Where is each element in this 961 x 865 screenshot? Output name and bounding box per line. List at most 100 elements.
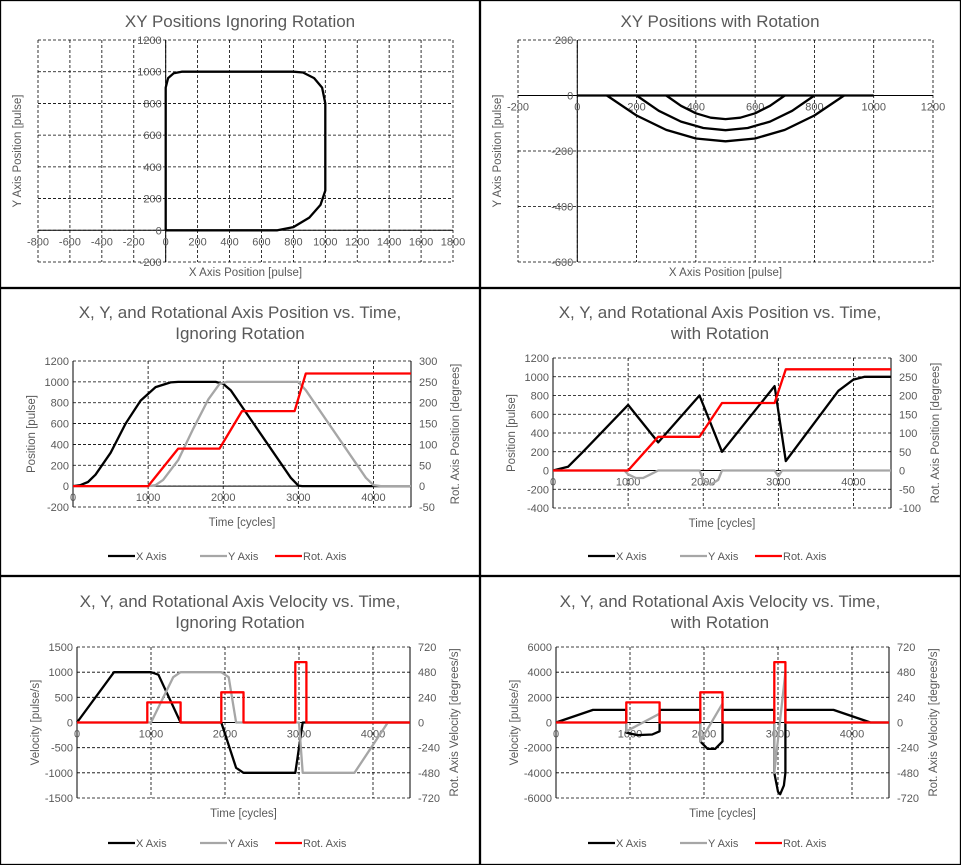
y-tick-label: 1000	[49, 667, 73, 679]
y-tick-label: 1200	[45, 356, 69, 368]
y-tick-label: 0	[567, 91, 573, 103]
y-tick-label: -4000	[524, 768, 552, 780]
x-tick-label: 1000	[861, 102, 885, 114]
y-tick-label: 600	[51, 419, 69, 431]
series-line-rot-axis	[73, 372, 411, 488]
legend-label: Y Axis	[708, 551, 739, 563]
y-tick-label: 800	[51, 398, 69, 410]
series-line-rot-axis	[77, 660, 410, 724]
y-tick-label: 0	[546, 718, 552, 730]
y2-tick-label: 150	[899, 409, 917, 421]
y2-tick-label: 250	[419, 377, 437, 389]
y2-tick-label: 0	[899, 466, 905, 478]
series-line-x-axis	[552, 375, 891, 472]
x-tick-label: 4000	[361, 492, 385, 504]
x-axis-label: Time [cycles]	[689, 518, 756, 530]
chart-title: X, Y, and Rotational Axis Position vs. T…	[79, 303, 402, 322]
series-line-path-1	[164, 70, 327, 232]
y-tick-label: 1500	[49, 642, 73, 654]
x-axis-label: Time [cycles]	[209, 517, 276, 529]
legend-label: X Axis	[616, 551, 647, 563]
y2-tick-label: 200	[899, 391, 917, 403]
y2-axis-label: Rot. Axis Position [degrees]	[930, 363, 942, 504]
legend-label: Rot. Axis	[783, 551, 827, 563]
chart-title: Ignoring Rotation	[175, 324, 304, 343]
series-line-rot-axis	[556, 660, 889, 724]
y-tick-label: -200	[527, 484, 549, 496]
x-tick-label: 800	[805, 102, 823, 114]
y-tick-label: -2000	[524, 743, 552, 755]
legend-label: X Axis	[616, 838, 647, 850]
x-axis-label: X Axis Position [pulse]	[189, 267, 302, 279]
x-tick-label: 400	[687, 102, 705, 114]
y2-tick-label: 720	[897, 642, 915, 654]
y-axis-label: Position [pulse]	[26, 395, 38, 473]
x-tick-label: 4000	[841, 477, 865, 489]
chart-2: XY Positions with Rotation -200 0 200 400 600…	[492, 12, 945, 279]
x-tick-label: -200	[507, 102, 529, 114]
x-tick-label: 1200	[921, 102, 945, 114]
x-tick-label: -600	[59, 236, 81, 248]
x-tick-label: 2000	[691, 477, 715, 489]
y2-tick-label: -720	[418, 793, 440, 805]
x-tick-label: 0	[163, 236, 169, 248]
x-tick-label: 0	[70, 492, 76, 504]
chart-title: with Rotation	[670, 613, 769, 632]
y2-tick-label: 0	[897, 718, 903, 730]
y-tick-label: -6000	[524, 793, 552, 805]
x-tick-label: 3000	[766, 477, 790, 489]
y2-tick-label: 480	[418, 667, 436, 679]
y-tick-label: 0	[543, 466, 549, 478]
y-axis-label: Y Axis Position [pulse]	[12, 95, 24, 208]
chart-4: X, Y, and Rotational Axis Position vs. T…	[506, 303, 942, 563]
y-axis-label: Velocity [pulse/s]	[30, 680, 42, 766]
y2-tick-label: -50	[419, 502, 435, 514]
x-axis-label: Time [cycles]	[210, 808, 277, 820]
chart-1: XY Positions Ignoring Rotation -800 -600 -4…	[12, 12, 465, 279]
y-tick-label: 1200	[137, 35, 161, 47]
y-tick-label: -1000	[45, 768, 73, 780]
legend-label: Rot. Axis	[783, 838, 827, 850]
y2-tick-label: 240	[897, 692, 915, 704]
chart-title: with Rotation	[670, 324, 769, 343]
x-tick-label: 200	[188, 236, 206, 248]
y-tick-label: 600	[531, 409, 549, 421]
series-line-y-axis	[73, 380, 411, 488]
y-tick-label: 400	[143, 162, 161, 174]
y2-tick-label: 300	[419, 356, 437, 368]
legend-label: Rot. Axis	[303, 838, 347, 850]
y2-tick-label: -480	[897, 768, 919, 780]
y2-tick-label: 150	[419, 419, 437, 431]
y-tick-label: 0	[156, 225, 162, 237]
chart-3: X, Y, and Rotational Axis Position vs. T…	[26, 303, 462, 563]
x-tick-label: 3000	[286, 492, 310, 504]
y-tick-label: 0	[63, 481, 69, 493]
x-tick-label: 0	[574, 102, 580, 114]
chart-title: XY Positions Ignoring Rotation	[125, 12, 355, 31]
chart-panel	[0, 0, 481, 289]
y2-tick-label: 300	[899, 353, 917, 365]
y2-tick-label: 250	[899, 372, 917, 384]
y2-tick-label: 240	[418, 692, 436, 704]
x-tick-label: -400	[91, 236, 113, 248]
y-tick-label: 1000	[45, 377, 69, 389]
x-tick-label: 2000	[211, 492, 235, 504]
x-tick-label: -200	[123, 236, 145, 248]
legend-label: X Axis	[136, 838, 167, 850]
chart-title: XY Positions with Rotation	[620, 12, 819, 31]
x-tick-label: 800	[284, 236, 302, 248]
chart-title: X, Y, and Rotational Axis Velocity vs. T…	[80, 592, 401, 611]
y-tick-label: 200	[531, 447, 549, 459]
series-line-y-axis	[556, 671, 889, 774]
series-line-y-axis	[553, 469, 891, 486]
y-tick-label: -500	[51, 743, 73, 755]
y-tick-label: 6000	[528, 642, 552, 654]
y-tick-label: 200	[51, 460, 69, 472]
chart-title: X, Y, and Rotational Axis Position vs. T…	[559, 303, 882, 322]
series-line-rot-axis	[553, 368, 891, 472]
y2-tick-label: 100	[899, 428, 917, 440]
x-tick-label: 1600	[409, 236, 433, 248]
y2-tick-label: 480	[897, 667, 915, 679]
